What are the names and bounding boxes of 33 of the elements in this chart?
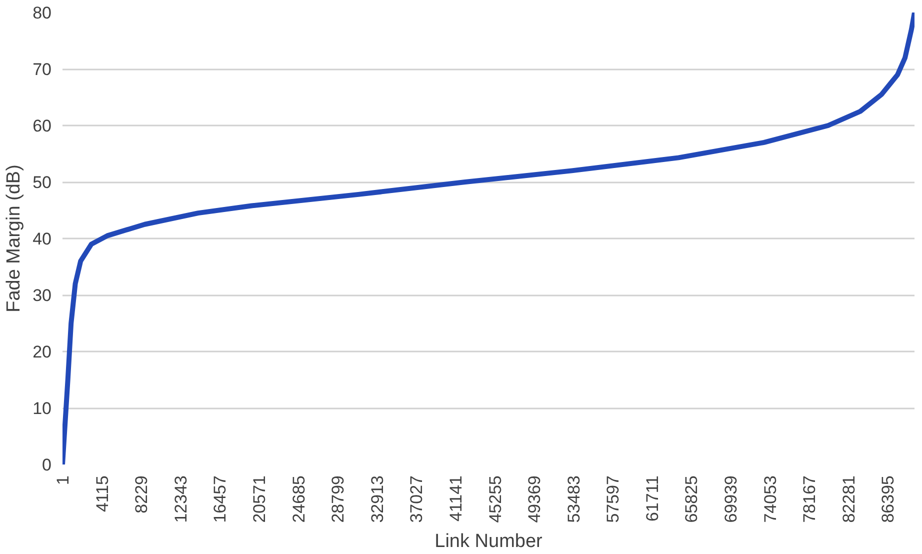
y-tick-label: 80 [32,4,52,22]
x-tick-label: 86395 [878,475,898,523]
y-tick-label: 70 [32,60,52,79]
x-tick-label: 69939 [722,475,741,523]
x-tick-label: 24685 [289,475,308,523]
x-tick-label: 65825 [682,475,702,523]
y-tick-label: 10 [32,399,52,418]
y-tick-label: 30 [32,286,52,305]
x-tick-label: 32913 [368,475,387,523]
y-tick-label: 0 [42,456,52,474]
x-tick-label: 45255 [486,475,505,523]
x-tick-label: 1 [54,475,72,485]
x-tick-label: 16457 [210,475,230,523]
x-tick-label: 28799 [328,475,348,523]
x-tick-label: 37027 [407,475,426,523]
x-axis-title: Link Number [434,530,544,552]
y-tick-label: 50 [32,173,52,192]
x-tick-label: 20571 [250,475,269,523]
y-tick-label: 40 [32,230,52,248]
x-tick-label: 8229 [132,475,152,514]
x-tick-label: 57597 [604,475,623,523]
x-tick-label: 74053 [760,475,780,523]
y-tick-label: 60 [32,116,52,136]
y-axis-title: Fade Margin (dB) [4,164,25,312]
x-tick-label: 41141 [446,475,466,522]
x-tick-label: 82281 [839,475,858,523]
x-tick-label: 4115 [92,475,112,512]
x-tick-label: 61711 [642,475,662,522]
x-tick-label: 49369 [525,475,544,523]
y-tick-label: 20 [32,342,52,362]
x-tick-label: 78167 [800,475,820,523]
x-tick-label: 53483 [564,475,584,523]
x-tick-label: 12343 [171,475,190,523]
